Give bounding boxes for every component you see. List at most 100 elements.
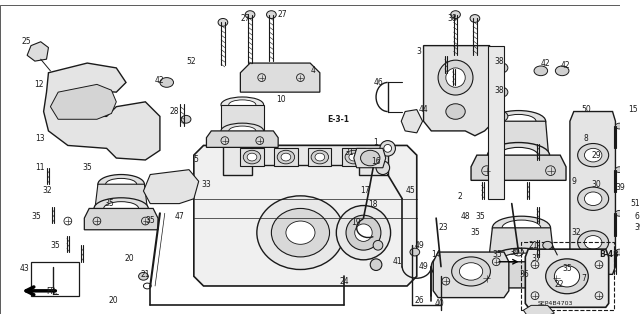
- Bar: [275, 148, 298, 166]
- Polygon shape: [401, 110, 422, 133]
- Ellipse shape: [94, 198, 148, 219]
- Text: 7: 7: [582, 274, 586, 283]
- Text: 43: 43: [19, 264, 29, 273]
- Ellipse shape: [371, 259, 382, 271]
- Text: 5: 5: [194, 155, 198, 165]
- Text: 38: 38: [448, 14, 458, 23]
- Text: 39: 39: [635, 223, 640, 232]
- Ellipse shape: [221, 123, 264, 139]
- Text: 37: 37: [531, 254, 541, 263]
- Text: 9: 9: [572, 177, 577, 186]
- Ellipse shape: [245, 11, 255, 19]
- Polygon shape: [84, 208, 158, 230]
- Polygon shape: [433, 252, 509, 298]
- Ellipse shape: [286, 221, 315, 244]
- Ellipse shape: [584, 148, 602, 162]
- Text: 29: 29: [591, 151, 601, 160]
- Bar: [522, 242, 614, 310]
- Ellipse shape: [488, 248, 554, 275]
- Ellipse shape: [257, 196, 344, 270]
- Text: 17: 17: [360, 187, 370, 196]
- Ellipse shape: [452, 257, 490, 286]
- Text: 49: 49: [419, 262, 428, 271]
- Text: 21: 21: [528, 241, 538, 250]
- Text: 35: 35: [145, 216, 155, 225]
- Text: 20: 20: [109, 296, 118, 305]
- Ellipse shape: [556, 66, 569, 76]
- Ellipse shape: [488, 143, 550, 168]
- Ellipse shape: [492, 216, 550, 240]
- Ellipse shape: [584, 192, 602, 205]
- Ellipse shape: [311, 150, 328, 164]
- Ellipse shape: [499, 147, 538, 163]
- Polygon shape: [44, 63, 160, 160]
- Polygon shape: [488, 121, 548, 155]
- Text: 11: 11: [35, 163, 44, 172]
- Ellipse shape: [218, 19, 228, 26]
- Polygon shape: [471, 262, 572, 288]
- Text: 35: 35: [562, 264, 572, 273]
- Polygon shape: [207, 131, 278, 147]
- Polygon shape: [221, 105, 264, 131]
- Text: 34: 34: [510, 248, 520, 256]
- Ellipse shape: [496, 63, 508, 73]
- Ellipse shape: [616, 123, 623, 129]
- Text: 23: 23: [438, 223, 448, 232]
- Text: 14: 14: [431, 250, 441, 259]
- Ellipse shape: [470, 15, 480, 22]
- Text: 16: 16: [371, 157, 381, 167]
- Ellipse shape: [281, 153, 291, 161]
- Ellipse shape: [349, 153, 358, 161]
- Text: 21: 21: [141, 270, 150, 279]
- Text: 35: 35: [83, 163, 92, 172]
- Ellipse shape: [446, 104, 465, 119]
- Text: 51: 51: [630, 199, 639, 208]
- Text: 2: 2: [458, 192, 462, 201]
- Polygon shape: [354, 148, 386, 168]
- Polygon shape: [524, 305, 554, 317]
- Polygon shape: [488, 228, 554, 262]
- Text: 35: 35: [475, 212, 484, 221]
- Ellipse shape: [501, 115, 536, 128]
- Text: 27: 27: [241, 14, 250, 23]
- Ellipse shape: [451, 11, 460, 19]
- Bar: [308, 148, 332, 166]
- Ellipse shape: [336, 205, 390, 260]
- Polygon shape: [51, 85, 116, 119]
- Text: 30: 30: [591, 180, 601, 189]
- Text: B-48: B-48: [599, 250, 618, 259]
- Text: 31: 31: [344, 148, 354, 157]
- Polygon shape: [424, 46, 494, 136]
- Ellipse shape: [502, 220, 541, 236]
- Text: 32: 32: [572, 228, 582, 237]
- Ellipse shape: [355, 224, 372, 241]
- Text: 39: 39: [616, 182, 625, 192]
- Text: 42: 42: [560, 61, 570, 70]
- Polygon shape: [525, 249, 609, 307]
- Ellipse shape: [543, 241, 552, 249]
- Ellipse shape: [104, 202, 139, 215]
- Ellipse shape: [534, 66, 548, 76]
- Ellipse shape: [500, 253, 543, 271]
- Ellipse shape: [460, 263, 483, 280]
- Text: 48: 48: [460, 212, 470, 221]
- Text: 40: 40: [434, 299, 444, 308]
- Ellipse shape: [98, 174, 145, 194]
- Text: 35: 35: [492, 250, 502, 259]
- Ellipse shape: [139, 272, 148, 280]
- Polygon shape: [223, 145, 388, 174]
- Text: 12: 12: [34, 80, 44, 89]
- Bar: [342, 148, 365, 166]
- Polygon shape: [570, 112, 616, 274]
- Ellipse shape: [266, 11, 276, 19]
- Ellipse shape: [360, 150, 380, 166]
- Text: SEP4B4703: SEP4B4703: [538, 301, 573, 306]
- Text: 28: 28: [170, 107, 179, 116]
- Ellipse shape: [221, 97, 264, 113]
- Ellipse shape: [373, 241, 383, 250]
- Ellipse shape: [578, 187, 609, 211]
- Ellipse shape: [492, 111, 546, 132]
- Polygon shape: [488, 46, 504, 199]
- Ellipse shape: [247, 153, 257, 161]
- Polygon shape: [143, 170, 198, 204]
